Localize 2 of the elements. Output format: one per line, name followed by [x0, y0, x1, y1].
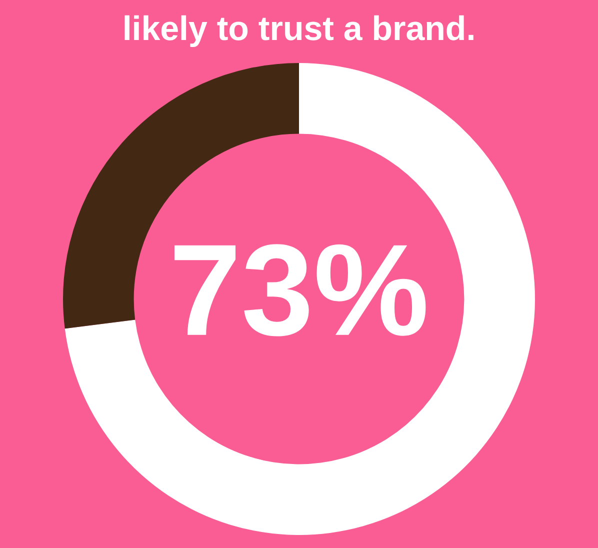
data-label: 73%	[168, 216, 430, 363]
chart-title: likely to trust a brand.	[121, 10, 477, 49]
